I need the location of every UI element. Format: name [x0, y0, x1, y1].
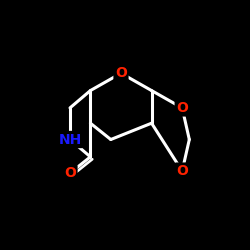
Text: O: O: [64, 166, 76, 180]
Text: O: O: [115, 66, 127, 80]
Text: O: O: [176, 101, 188, 115]
Text: NH: NH: [58, 132, 82, 146]
Text: O: O: [176, 164, 188, 178]
